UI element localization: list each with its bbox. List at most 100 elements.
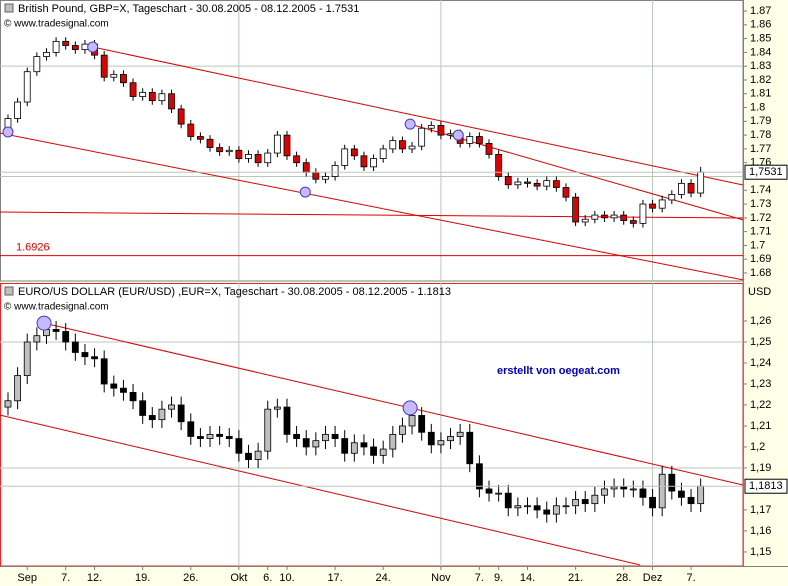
plot-area [0, 283, 743, 566]
candle-body [4, 400, 12, 408]
candle-body [562, 505, 570, 508]
candle-body [71, 45, 79, 51]
marker [452, 129, 464, 141]
y-tick-label: 1.83 [750, 60, 771, 72]
candle-body [639, 203, 647, 224]
candle-body [620, 486, 628, 490]
x-tick-label: Sep [17, 572, 37, 584]
x-tick-label: Dez [643, 572, 663, 584]
candle-body [427, 431, 435, 446]
plot-area [0, 0, 743, 281]
annotation: erstellt von oegeat.com [497, 365, 620, 377]
y-tick-label: 1.85 [750, 33, 771, 45]
candle-body [572, 499, 580, 507]
candle-body [533, 505, 541, 511]
candle-body [495, 154, 503, 177]
candle-body [177, 108, 185, 125]
y-tick-label: 1.82 [750, 74, 771, 86]
bottom-title: EURO/US DOLLAR (EUR/USD) ,EUR=X, Tagesch… [18, 286, 451, 298]
candle-body [447, 133, 454, 136]
candle-body [697, 485, 705, 505]
candle-body [533, 182, 541, 187]
candle-body [360, 155, 368, 168]
candle-body [14, 101, 22, 119]
candle-body [408, 145, 416, 150]
x-tick-label: 7. [475, 572, 484, 584]
y-tick-label: 1.74 [750, 184, 771, 196]
y-tick-label: 1,23 [750, 378, 771, 390]
candle-body [495, 492, 503, 495]
y-tick-label: 1,16 [750, 525, 771, 537]
candle-body [649, 496, 656, 509]
candle-body [245, 154, 252, 159]
candle-body [52, 40, 60, 53]
x-tick-label: 7. [686, 572, 695, 584]
marker [87, 41, 99, 53]
candle-body [100, 358, 108, 385]
marker [404, 118, 416, 130]
candle-body [120, 387, 127, 393]
candle-body [331, 433, 339, 439]
candle-body [514, 505, 522, 509]
x-tick-label: 14. [520, 572, 535, 584]
y-tick-label: 1,24 [750, 357, 771, 369]
candle-body [206, 433, 214, 439]
candle-body [399, 140, 406, 150]
candle-body [370, 446, 377, 456]
candle-body [485, 142, 493, 155]
candle-body [148, 91, 156, 102]
candle-body [81, 352, 89, 358]
y-tick-label: 1.78 [750, 129, 771, 141]
marker [2, 126, 14, 138]
candle-body [264, 152, 272, 164]
y-tick-label: 1.84 [750, 46, 771, 58]
candle-body [408, 415, 416, 427]
candle-body [341, 148, 349, 166]
candle-body [14, 375, 22, 402]
y-tick-label: 1.7 [750, 239, 765, 251]
candle-body [168, 404, 175, 410]
candle-body [379, 148, 387, 159]
candle-body [331, 165, 339, 177]
candle-body [562, 187, 570, 198]
candle-body [225, 436, 233, 439]
last-price-label: 1,1813 [749, 480, 783, 492]
candle-body [235, 438, 243, 454]
candle-body [658, 199, 666, 209]
x-tick-label: 17. [327, 572, 342, 584]
candle-body [514, 181, 522, 186]
y-tick-label: 1.73 [750, 198, 771, 210]
y-tick-label: 1.69 [750, 253, 771, 265]
candle-body [148, 415, 156, 421]
x-tick-label: 21. [568, 572, 583, 584]
trend-line [0, 132, 743, 281]
y-tick-label: 1,25 [750, 336, 771, 348]
candle-body [437, 440, 445, 446]
trend-line [0, 211, 743, 219]
x-tick-label: 9. [494, 572, 503, 584]
y-tick-label: 1,19 [750, 462, 771, 474]
candle-body [23, 341, 31, 376]
candle-body [475, 463, 483, 490]
candle-body [129, 82, 137, 97]
y-tick-label: 1,21 [750, 420, 771, 432]
candle-body [110, 383, 118, 389]
candle-body [629, 220, 637, 224]
candle-body [139, 91, 147, 97]
candle-body [350, 442, 358, 454]
y-tick-label: 1,15 [750, 546, 771, 558]
candle-body [620, 214, 628, 222]
y-tick-label: 1.71 [750, 226, 771, 238]
candle-body [591, 494, 599, 505]
y-tick-label: 1,2 [750, 441, 765, 453]
candle-body [475, 136, 483, 144]
x-tick-label: 12. [87, 572, 102, 584]
candle-body [485, 488, 493, 494]
candle-body [552, 180, 560, 188]
candle-body [601, 488, 608, 496]
candle-body [687, 496, 695, 505]
candle-body [120, 74, 127, 84]
candle-body [543, 509, 551, 515]
